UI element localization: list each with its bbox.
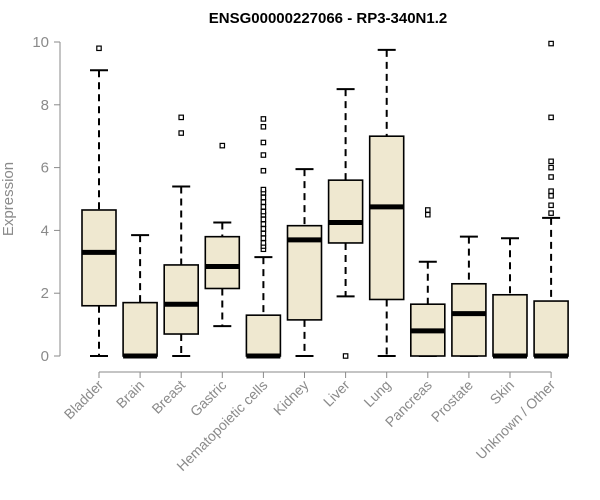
- outlier-point: [178, 130, 185, 136]
- outlier-point: [260, 167, 267, 174]
- outlier-point: [260, 199, 267, 205]
- outlier-point: [260, 230, 267, 237]
- y-tick-label: 4: [41, 222, 49, 239]
- x-tick-label: Kidney: [270, 377, 312, 419]
- outlier-point: [260, 240, 267, 246]
- box-series: [81, 40, 569, 359]
- outlier-point: [260, 216, 267, 223]
- outlier-point: [260, 235, 267, 242]
- outlier-point: [260, 204, 267, 210]
- y-tick-label: 6: [41, 160, 49, 177]
- outlier-point: [342, 353, 349, 359]
- x-tick-label: Brain: [113, 377, 147, 411]
- y-tick-label: 8: [41, 97, 49, 114]
- outlier-point: [548, 210, 554, 216]
- outlier-point: [260, 186, 267, 193]
- y-tick-label: 10: [32, 34, 49, 51]
- box-skin: [492, 237, 528, 359]
- outlier-point: [260, 152, 267, 158]
- box-brain: [122, 234, 158, 359]
- box-iqr: [81, 209, 117, 307]
- outlier-point: [260, 123, 267, 130]
- chart-title: ENSG00000227066 - RP3-340N1.2: [209, 10, 448, 27]
- outlier-point: [548, 164, 554, 171]
- outlier-point: [548, 40, 554, 47]
- y-axis-label: Expression: [0, 162, 17, 236]
- box-kidney: [286, 168, 323, 357]
- outlier-point: [219, 142, 226, 149]
- outlier-point: [96, 45, 102, 52]
- outlier-point: [548, 158, 554, 165]
- outlier-point: [425, 207, 431, 213]
- y-axis: 0 2 4 6 8 10: [32, 34, 61, 365]
- outlier-point: [548, 188, 554, 194]
- box-iqr: [163, 264, 199, 335]
- outlier-point: [548, 202, 554, 209]
- outlier-point: [260, 139, 267, 146]
- outlier-point: [260, 116, 267, 122]
- outlier-point: [260, 221, 267, 227]
- box-gastric: [204, 142, 241, 328]
- outlier-point: [260, 226, 267, 232]
- outlier-point: [178, 114, 185, 121]
- box-unknown-other: [533, 40, 569, 359]
- outlier-point: [548, 193, 554, 199]
- box-lung: [368, 48, 405, 357]
- box-liver: [327, 88, 364, 359]
- x-tick-label: Prostate: [428, 377, 476, 425]
- x-tick-label: Bladder: [61, 377, 107, 423]
- outlier-point: [548, 174, 554, 180]
- outlier-point: [260, 194, 267, 201]
- outlier-point: [548, 114, 554, 121]
- box-bladder: [81, 45, 117, 357]
- box-iqr: [533, 300, 569, 357]
- box-iqr: [492, 293, 528, 357]
- x-tick-label: Skin: [487, 377, 518, 408]
- box-iqr: [122, 301, 158, 357]
- box-iqr: [245, 314, 282, 357]
- x-tick-label: Liver: [320, 377, 353, 410]
- box-iqr: [368, 135, 405, 301]
- y-tick-label: 2: [41, 285, 49, 302]
- x-tick-label: Breast: [148, 377, 188, 417]
- box-breast: [163, 114, 199, 357]
- outlier-point: [425, 211, 431, 218]
- y-tick-label: 0: [41, 348, 49, 365]
- box-iqr: [451, 282, 487, 357]
- box-pancreas: [409, 207, 446, 357]
- outlier-point: [260, 208, 267, 215]
- box-iqr: [204, 235, 241, 290]
- x-tick-label: Lung: [360, 377, 393, 410]
- box-prostate: [451, 235, 487, 357]
- box-iqr: [327, 179, 364, 244]
- box-hematopoietic-cells: [245, 116, 282, 359]
